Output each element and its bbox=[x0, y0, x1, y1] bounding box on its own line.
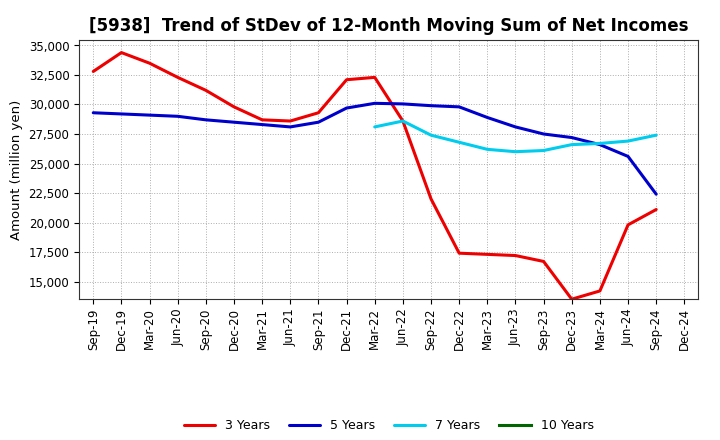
3 Years bbox=[399, 118, 408, 124]
3 Years bbox=[624, 222, 632, 227]
3 Years bbox=[342, 77, 351, 82]
3 Years bbox=[427, 196, 436, 202]
Line: 7 Years: 7 Years bbox=[374, 121, 656, 152]
5 Years bbox=[202, 117, 210, 122]
5 Years bbox=[624, 154, 632, 159]
3 Years bbox=[652, 207, 660, 212]
3 Years bbox=[483, 252, 492, 257]
5 Years bbox=[89, 110, 98, 115]
5 Years bbox=[342, 106, 351, 111]
3 Years bbox=[145, 61, 154, 66]
3 Years bbox=[314, 110, 323, 115]
3 Years bbox=[370, 75, 379, 80]
5 Years bbox=[567, 135, 576, 140]
5 Years bbox=[455, 104, 464, 110]
5 Years bbox=[370, 101, 379, 106]
7 Years bbox=[483, 147, 492, 152]
3 Years bbox=[174, 75, 182, 80]
3 Years bbox=[511, 253, 520, 258]
5 Years bbox=[652, 191, 660, 197]
7 Years bbox=[427, 132, 436, 138]
3 Years bbox=[595, 288, 604, 293]
5 Years bbox=[314, 120, 323, 125]
5 Years bbox=[595, 142, 604, 147]
5 Years bbox=[174, 114, 182, 119]
Legend: 3 Years, 5 Years, 7 Years, 10 Years: 3 Years, 5 Years, 7 Years, 10 Years bbox=[179, 414, 598, 437]
Y-axis label: Amount (million yen): Amount (million yen) bbox=[10, 99, 23, 239]
7 Years bbox=[370, 124, 379, 129]
3 Years bbox=[539, 259, 548, 264]
5 Years bbox=[539, 132, 548, 137]
7 Years bbox=[399, 118, 408, 124]
5 Years bbox=[145, 113, 154, 118]
5 Years bbox=[511, 124, 520, 129]
5 Years bbox=[286, 124, 294, 129]
3 Years bbox=[117, 50, 126, 55]
Title: [5938]  Trend of StDev of 12-Month Moving Sum of Net Incomes: [5938] Trend of StDev of 12-Month Moving… bbox=[89, 17, 688, 35]
3 Years bbox=[89, 69, 98, 74]
7 Years bbox=[595, 141, 604, 146]
3 Years bbox=[202, 88, 210, 93]
5 Years bbox=[117, 111, 126, 117]
7 Years bbox=[652, 132, 660, 138]
3 Years bbox=[286, 118, 294, 124]
7 Years bbox=[455, 139, 464, 145]
3 Years bbox=[258, 117, 266, 122]
Line: 3 Years: 3 Years bbox=[94, 52, 656, 299]
3 Years bbox=[455, 250, 464, 256]
3 Years bbox=[567, 297, 576, 302]
5 Years bbox=[230, 120, 238, 125]
5 Years bbox=[399, 101, 408, 106]
7 Years bbox=[511, 149, 520, 154]
5 Years bbox=[427, 103, 436, 108]
5 Years bbox=[483, 115, 492, 120]
Line: 5 Years: 5 Years bbox=[94, 103, 656, 194]
7 Years bbox=[539, 148, 548, 153]
7 Years bbox=[624, 139, 632, 144]
7 Years bbox=[567, 142, 576, 147]
5 Years bbox=[258, 122, 266, 127]
3 Years bbox=[230, 104, 238, 110]
